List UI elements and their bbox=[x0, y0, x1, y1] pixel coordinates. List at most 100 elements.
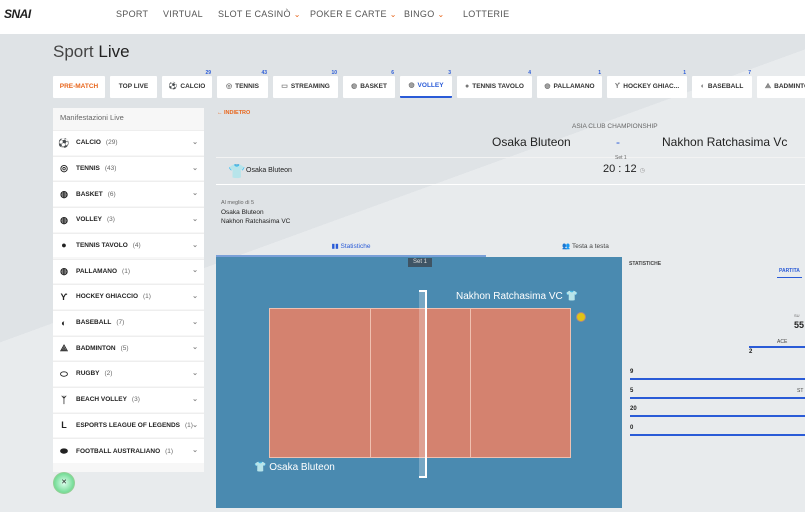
tab-baseball[interactable]: ◐ BASEBALL 7 bbox=[692, 71, 752, 98]
competition-name: ASIA CLUB CHAMPIONSHIP bbox=[572, 123, 658, 130]
sidebar-item-pallamano[interactable]: ◍ PALLAMANO (1) ⌄ bbox=[53, 258, 204, 284]
tab-calcio[interactable]: ⚽ CALCIO 29 bbox=[162, 71, 212, 98]
sidebar-item-count: (3) bbox=[131, 396, 140, 404]
nav-label: BINGO bbox=[404, 9, 435, 19]
lol-icon: L bbox=[61, 420, 67, 431]
sidebar-item-beach-volley[interactable]: ᛉ BEACH VOLLEY (3) ⌄ bbox=[53, 387, 204, 412]
team1-name: Osaka Bluteon bbox=[221, 209, 264, 216]
attack-line bbox=[470, 309, 471, 457]
tab-testa-a-testa[interactable]: 👥 Testa a testa bbox=[486, 240, 805, 257]
sidebar-item-count: (5) bbox=[120, 344, 129, 352]
chevron-down-icon: ⌄ bbox=[192, 293, 198, 300]
tab-basket[interactable]: ◍ BASKET 6 bbox=[343, 71, 395, 98]
team-name: Osaka Bluteon bbox=[269, 462, 335, 473]
shirt-icon: 👕 bbox=[228, 163, 246, 179]
sidebar-item-count: (29) bbox=[105, 139, 118, 147]
tab-tennis-tavolo[interactable]: ● TENNIS TAVOLO 4 bbox=[457, 71, 532, 98]
tab-volley[interactable]: ◍ VOLLEY 3 bbox=[400, 71, 452, 98]
sidebar: Manifestazioni Live ⚽ CALCIO (29) ⌄ ◎ TENNIS (… bbox=[53, 108, 204, 472]
tab-top-live[interactable]: TOP LIVE bbox=[110, 76, 157, 98]
shirt-icon: 👕 bbox=[254, 462, 267, 473]
sidebar-item-count: (2) bbox=[104, 370, 113, 378]
ace-label: ACE bbox=[777, 339, 788, 345]
chevron-down-icon: ⌄ bbox=[192, 164, 198, 172]
tab-count: 1 bbox=[683, 70, 686, 76]
sidebar-item-label: TENNIS TAVOLO bbox=[76, 241, 128, 249]
tab-label: TENNIS bbox=[235, 83, 259, 91]
tab-tennis[interactable]: ◎ TENNIS 43 bbox=[217, 71, 268, 98]
sidebar-item-label: BADMINTON bbox=[76, 344, 116, 352]
sidebar-item-volley[interactable]: ◍ VOLLEY (3) ⌄ bbox=[53, 207, 204, 232]
sidebar-item-count: (1) bbox=[143, 293, 151, 301]
floating-widget-button[interactable]: ✕ bbox=[53, 472, 75, 494]
baseball-icon: ◐ bbox=[700, 82, 705, 90]
beach-volley-icon: ᛉ bbox=[61, 394, 67, 405]
chevron-down-icon: ⌄ bbox=[192, 395, 198, 403]
sidebar-item-tennis-tavolo[interactable]: ● TENNIS TAVOLO (4) ⌄ bbox=[53, 232, 204, 258]
sidebar-item-hockey-ghiaccio[interactable]: ϒ HOCKEY GHIACCIO (1) ⌄ bbox=[53, 284, 204, 309]
tab-pallamano[interactable]: ◍ PALLAMANO 1 bbox=[537, 71, 602, 98]
stat-bar bbox=[630, 434, 805, 436]
stat-bar bbox=[630, 378, 805, 380]
tab-label: TOP LIVE bbox=[118, 83, 149, 91]
sidebar-item-label: CALCIO bbox=[76, 139, 101, 147]
nav-lotterie[interactable]: LOTTERIE bbox=[463, 9, 509, 19]
tv-icon: ▭ bbox=[281, 82, 288, 90]
tab-statistiche[interactable]: ▮▮ Statistiche bbox=[216, 240, 486, 257]
nav-slot-casino[interactable]: SLOT E CASINÒ ⌄ bbox=[218, 9, 301, 19]
bar-chart-icon: ▮▮ bbox=[331, 243, 339, 250]
tab-pre-match[interactable]: PRE-MATCH bbox=[53, 76, 105, 98]
stat-pct: 55 bbox=[794, 320, 805, 330]
soccer-icon: ⚽ bbox=[58, 137, 70, 148]
chevron-down-icon: ⌄ bbox=[192, 241, 198, 249]
tab-count: 10 bbox=[331, 70, 337, 76]
tab-count: 29 bbox=[205, 70, 211, 76]
chevron-down-icon: ⌄ bbox=[192, 190, 198, 198]
chevron-down-icon: ⌄ bbox=[192, 138, 198, 146]
tab-label: STREAMING bbox=[290, 83, 330, 91]
live-row bbox=[216, 157, 805, 185]
tab-partita[interactable]: PARTITA bbox=[777, 268, 802, 278]
sidebar-item-esports-league-of-legends[interactable]: L ESPORTS LEAGUE OF LEGENDS (1) ⌄ bbox=[53, 412, 204, 438]
nav-poker[interactable]: POKER E CARTE ⌄ bbox=[310, 9, 397, 19]
title-a: Sport bbox=[53, 42, 94, 61]
badminton-icon: ⟁ bbox=[59, 343, 69, 354]
sidebar-item-football-australiano[interactable]: ⬬ FOOTBALL AUSTRALIANO (1) ⌄ bbox=[53, 438, 204, 464]
handball-icon: ◍ bbox=[60, 266, 68, 277]
nav-bingo[interactable]: BINGO ⌄ bbox=[404, 9, 445, 19]
sidebar-item-badminton[interactable]: ⟁ BADMINTON (5) ⌄ bbox=[53, 335, 204, 361]
stats-panel: STATISTICHE PARTITA SU 55 ACE 2 ST 9 5 2… bbox=[622, 257, 805, 508]
sidebar-item-rugby[interactable]: ⬭ RUGBY (2) ⌄ bbox=[53, 361, 204, 386]
snai-logo[interactable]: SNAI bbox=[4, 7, 31, 21]
tab-streaming[interactable]: ▭ STREAMING 10 bbox=[273, 71, 338, 98]
team-name: Nakhon Ratchasima VC bbox=[456, 291, 563, 302]
home-team: Osaka Bluteon bbox=[492, 135, 571, 149]
tab-count: 6 bbox=[391, 70, 394, 76]
tab-badminto[interactable]: ⟁BADMINTO bbox=[757, 76, 805, 98]
nav-sport[interactable]: SPORT bbox=[116, 9, 148, 19]
tab-label: BASKET bbox=[360, 83, 387, 91]
sidebar-item-count: (1) bbox=[185, 421, 193, 429]
table-tennis-icon: ● bbox=[61, 240, 67, 251]
tab-label: PRE-MATCH bbox=[59, 83, 99, 91]
sidebar-item-calcio[interactable]: ⚽ CALCIO (29) ⌄ bbox=[53, 130, 204, 155]
sidebar-title: Manifestazioni Live bbox=[60, 113, 124, 122]
score: 20 : 12 ◷ bbox=[603, 163, 645, 177]
badminton-icon: ⟁ bbox=[764, 82, 772, 90]
tab-count: 1 bbox=[598, 70, 601, 76]
volleyball-icon bbox=[576, 312, 586, 322]
stat-value: 0 bbox=[630, 425, 634, 431]
sidebar-item-label: BASKET bbox=[76, 190, 103, 198]
stats-title: STATISTICHE bbox=[629, 261, 662, 267]
sidebar-item-baseball[interactable]: ◐ BASEBALL (7) ⌄ bbox=[53, 309, 204, 335]
set-badge: Set 1 bbox=[408, 258, 433, 267]
rugby-icon: ⬭ bbox=[60, 368, 68, 379]
sidebar-item-tennis[interactable]: ◎ TENNIS (43) ⌄ bbox=[53, 155, 204, 181]
tab-label: CALCIO bbox=[180, 83, 206, 91]
back-button[interactable]: ← INDIETRO bbox=[217, 110, 250, 116]
sidebar-item-basket[interactable]: ◍ BASKET (6) ⌄ bbox=[53, 181, 204, 207]
tab-hockey-ghiac-[interactable]: ϒ HOCKEY GHIAC... 1 bbox=[607, 71, 687, 98]
table-tennis-icon: ● bbox=[465, 82, 470, 90]
chevron-down-icon: ⌄ bbox=[192, 421, 198, 429]
nav-virtual[interactable]: VIRTUAL bbox=[163, 9, 203, 19]
